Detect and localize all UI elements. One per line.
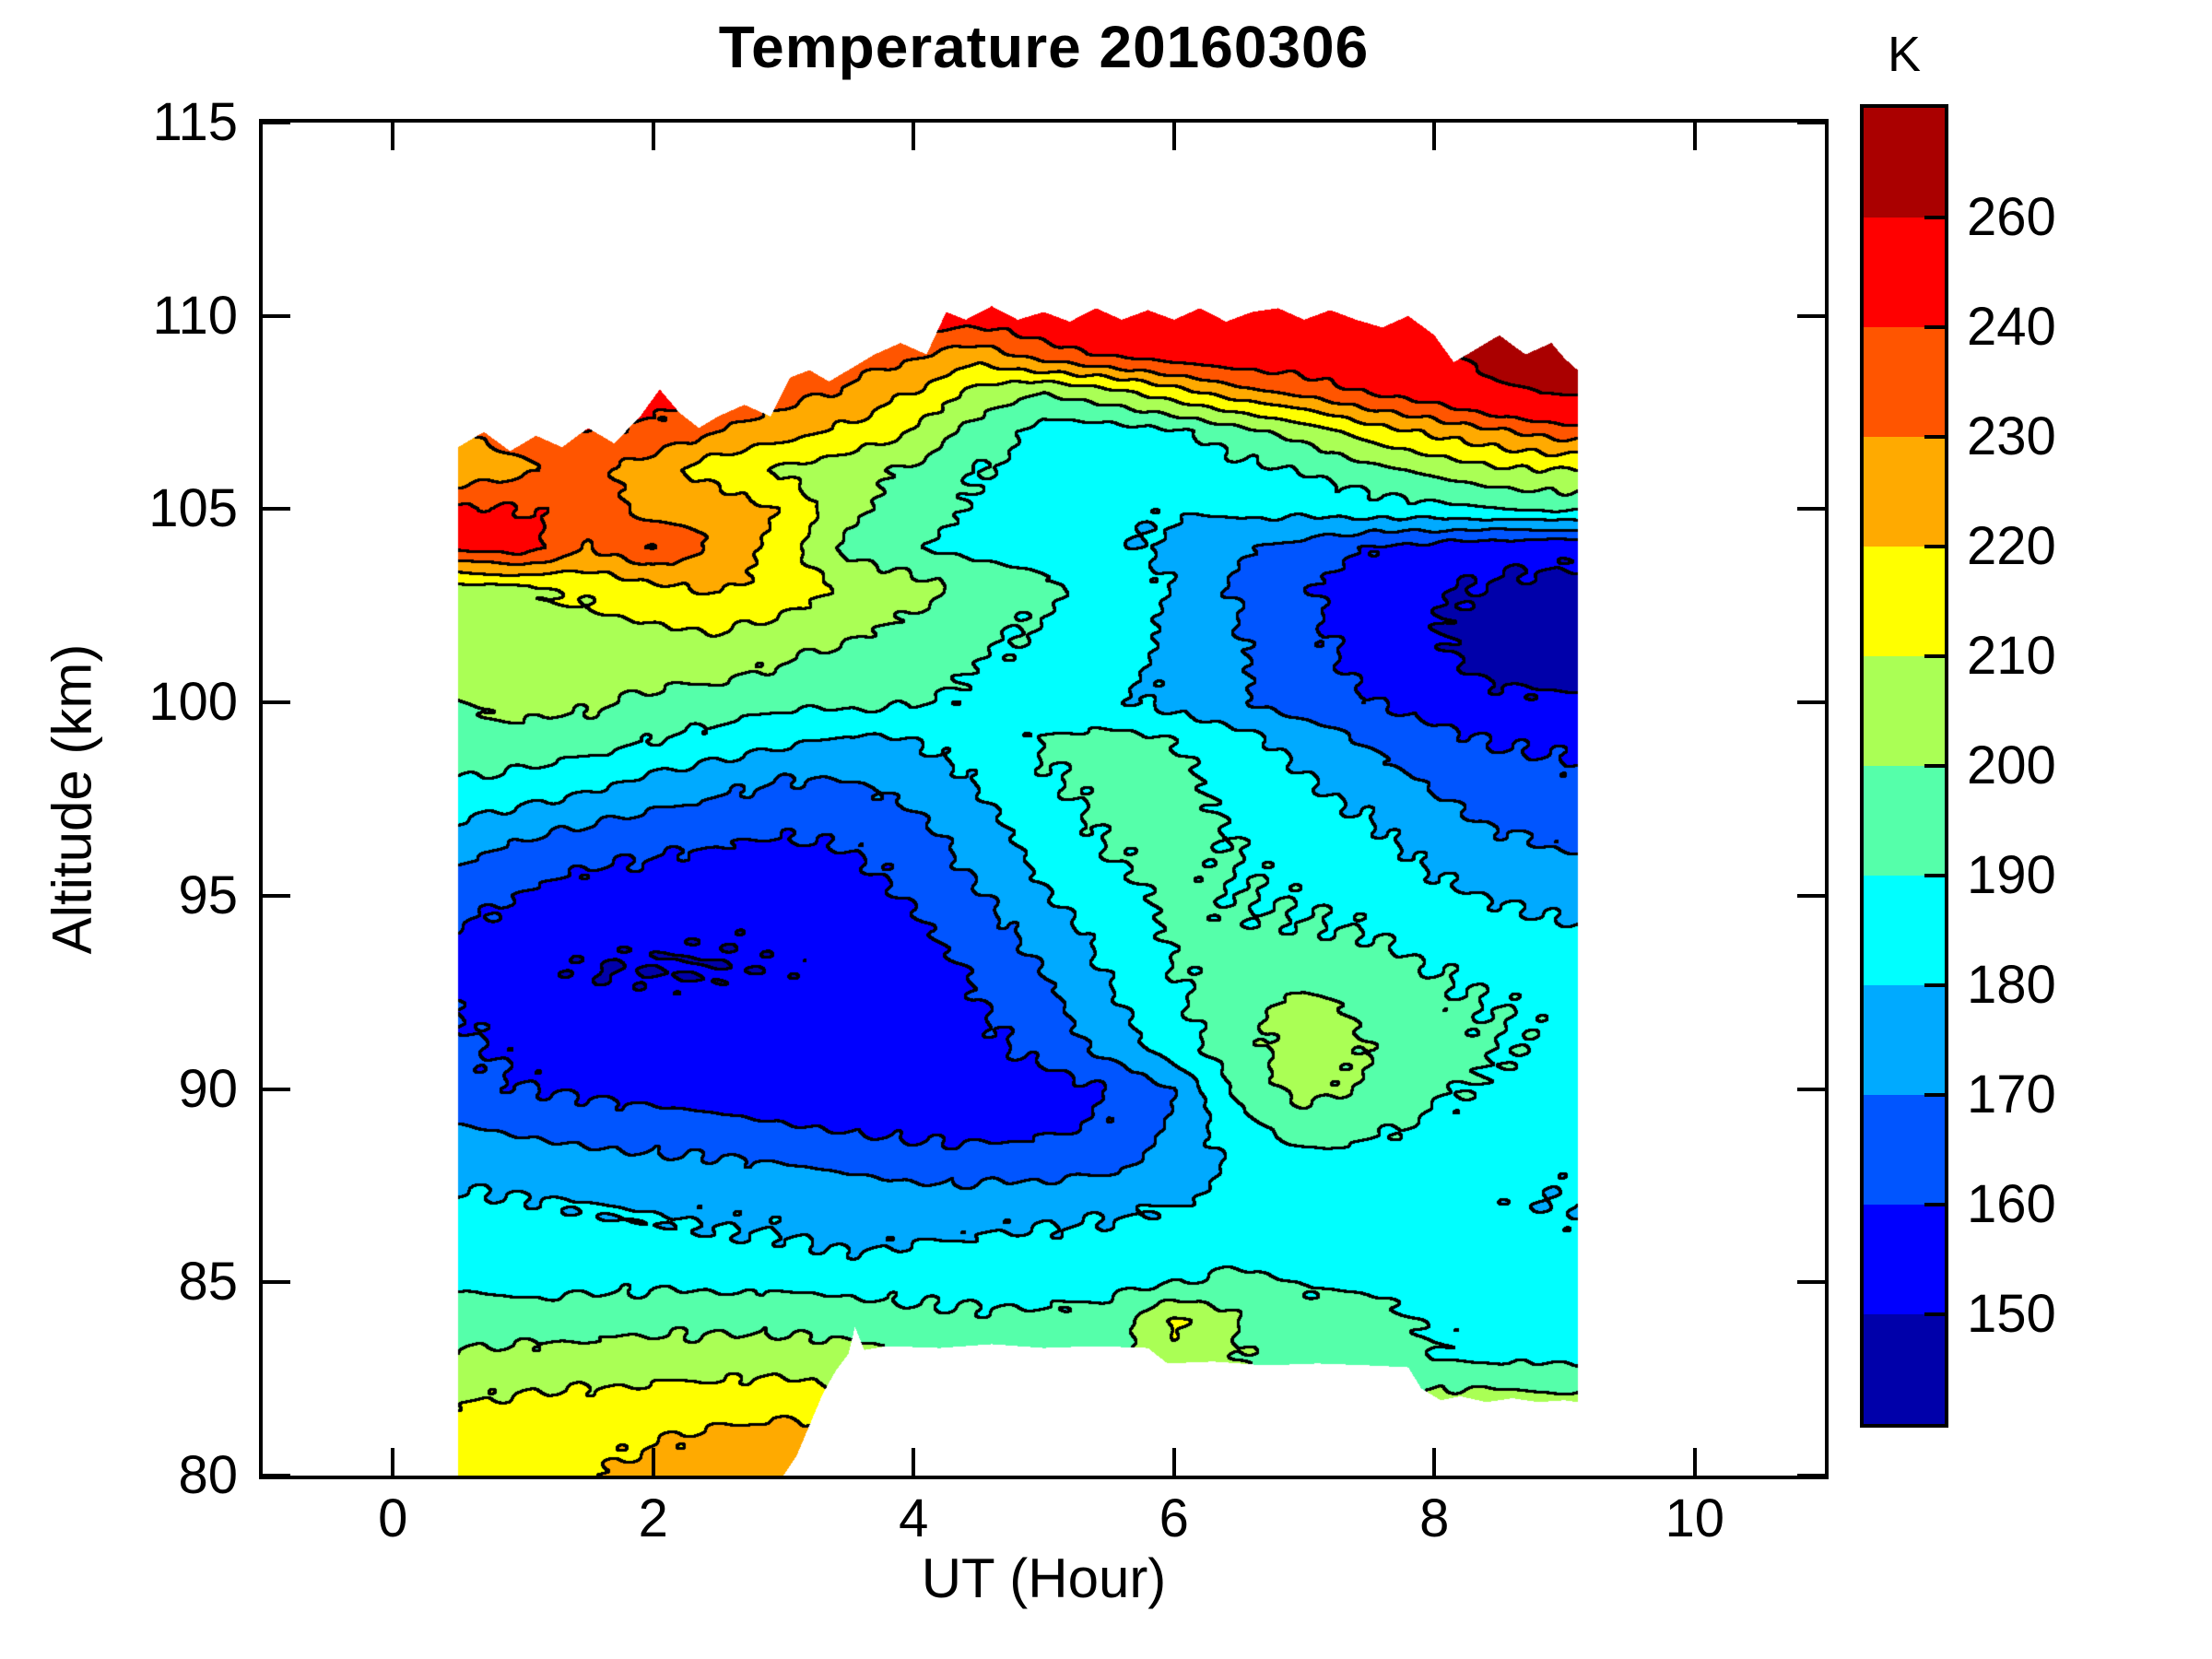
y-tick-mirror [1797,1474,1825,1477]
x-tick-mirror [912,123,916,150]
y-tick-mirror [1797,1280,1825,1285]
colorbar-unit-label: K [1887,27,1922,82]
colorbar-band [1864,327,1945,437]
x-tick [651,1448,655,1476]
colorbar-band [1864,985,1945,1095]
y-tick [263,1280,290,1285]
x-axis-label: UT (Hour) [921,1547,1167,1609]
colorbar-band [1864,656,1945,766]
colorbar-band [1864,108,1945,218]
x-tick-label: 6 [1159,1488,1189,1548]
colorbar-band [1864,1205,1945,1314]
colorbar-tick [1924,1203,1945,1206]
chart-title: Temperature 20160306 [718,14,1370,80]
x-tick-label: 2 [638,1488,668,1548]
colorbar-tick [1924,435,1945,439]
x-tick-mirror [1171,123,1176,150]
y-tick [263,893,290,898]
colorbar-band [1864,766,1945,876]
y-tick-label: 105 [148,478,238,539]
y-tick [263,507,290,512]
colorbar-band [1864,547,1945,656]
colorbar-tick [1924,764,1945,768]
colorbar-band [1864,876,1945,985]
x-tick-mirror [1432,123,1437,150]
colorbar-tick-label: 220 [1967,516,2056,576]
y-tick-mirror [1797,893,1825,898]
y-tick [263,313,290,318]
colorbar-tick [1924,216,1945,219]
colorbar-tick-label: 160 [1967,1174,2056,1234]
axes-box [259,119,1829,1479]
y-tick [263,1474,290,1477]
x-tick-mirror [651,123,655,150]
contour-plot-canvas [263,123,1825,1476]
y-tick-label: 115 [152,92,238,152]
colorbar-tick [1924,654,1945,658]
colorbar-tick-label: 200 [1967,735,2056,795]
colorbar-band [1864,1095,1945,1205]
colorbar-tick-label: 210 [1967,626,2056,686]
y-tick-label: 85 [178,1252,238,1312]
y-tick [263,700,290,705]
colorbar-tick [1924,545,1945,548]
colorbar-band [1864,437,1945,547]
colorbar-tick [1924,1312,1945,1316]
colorbar-tick [1924,874,1945,877]
y-tick-label: 90 [178,1058,238,1119]
x-tick-mirror [391,123,395,150]
x-tick-mirror [1692,123,1697,150]
x-tick-label: 10 [1665,1488,1724,1548]
y-tick-mirror [1797,700,1825,705]
x-tick-label: 0 [378,1488,408,1548]
y-tick-mirror [1797,121,1825,124]
y-tick [263,1087,290,1091]
colorbar-tick-label: 180 [1967,955,2056,1015]
colorbar-tick-label: 260 [1967,187,2056,247]
y-tick-label: 80 [178,1445,238,1505]
y-tick-mirror [1797,1087,1825,1091]
y-tick-label: 95 [178,865,238,925]
x-tick [1171,1448,1176,1476]
y-tick-mirror [1797,507,1825,512]
colorbar-band [1864,1314,1945,1424]
colorbar-tick [1924,1093,1945,1097]
colorbar-band [1864,218,1945,327]
y-tick [263,121,290,124]
colorbar [1860,104,1948,1428]
x-tick [391,1448,395,1476]
x-tick [1432,1448,1437,1476]
colorbar-tick [1924,325,1945,329]
y-tick-label: 110 [152,285,238,346]
colorbar-tick [1924,983,1945,987]
colorbar-tick-label: 240 [1967,297,2056,357]
y-tick-mirror [1797,313,1825,318]
x-tick-label: 4 [899,1488,929,1548]
x-tick [912,1448,916,1476]
x-tick-label: 8 [1419,1488,1450,1548]
y-tick-label: 100 [148,672,238,733]
colorbar-tick-label: 230 [1967,406,2056,466]
colorbar-tick-label: 190 [1967,845,2056,905]
colorbar-tick-label: 170 [1967,1065,2056,1124]
x-tick [1692,1448,1697,1476]
colorbar-tick-label: 150 [1967,1284,2056,1344]
